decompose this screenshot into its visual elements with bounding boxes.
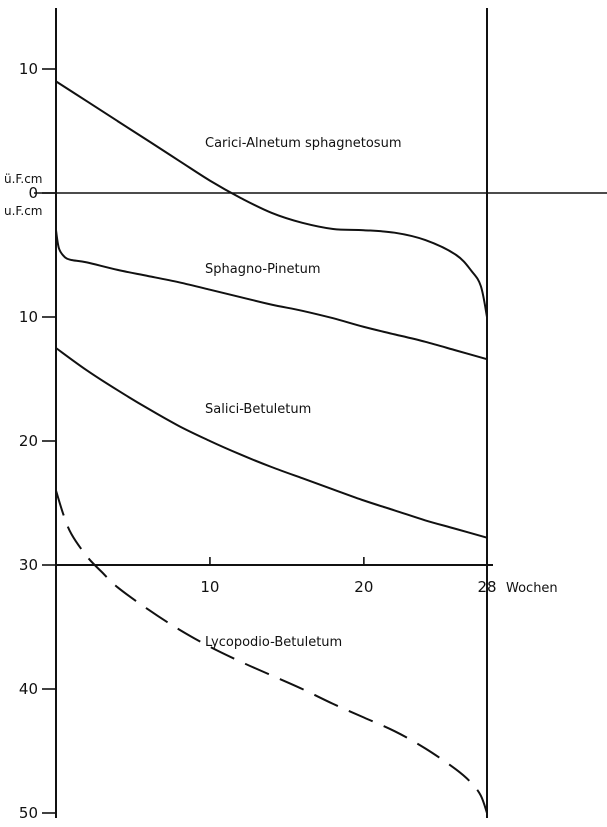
y-unit-above-label: ü.F.cm <box>4 172 43 186</box>
series-label-sphagno-pinetum: Sphagno-Pinetum <box>205 262 321 277</box>
y-tick-label: 20 <box>19 432 38 450</box>
y-tick-label: 0 <box>28 184 38 202</box>
series-label-carici-alnetum-sphagnetosum: Carici-Alnetum sphagnetosum <box>205 136 402 151</box>
series-line-carici-alnetum-sphagnetosum <box>55 80 488 318</box>
series-label-salici-betuletum: Salici-Betuletum <box>205 402 311 417</box>
series-line-lycopodio-betuletum <box>55 490 488 814</box>
y-unit-below-label: u.F.cm <box>4 204 43 218</box>
x-axis-label: Wochen <box>506 581 558 596</box>
x-tick-label: 20 <box>354 578 373 596</box>
labels-layer: 10 0 10 20 30 40 50 ü.F.cm u.F.cm 10 20 28 Wochen Car… <box>4 60 558 822</box>
y-tick-label: 40 <box>19 680 38 698</box>
y-tick-label: 10 <box>19 308 38 326</box>
axes <box>34 8 607 818</box>
y-tick-label: 10 <box>19 60 38 78</box>
y-tick-label: 50 <box>19 804 38 822</box>
y-tick-label: 30 <box>19 556 38 574</box>
x-tick-label: 10 <box>200 578 219 596</box>
series-layer <box>55 80 488 814</box>
x-tick-label: 28 <box>477 578 496 596</box>
series-label-lycopodio-betuletum: Lycopodio-Betuletum <box>205 635 342 650</box>
series-line-sphagno-pinetum <box>55 230 488 361</box>
series-line-salici-betuletum <box>55 347 488 539</box>
